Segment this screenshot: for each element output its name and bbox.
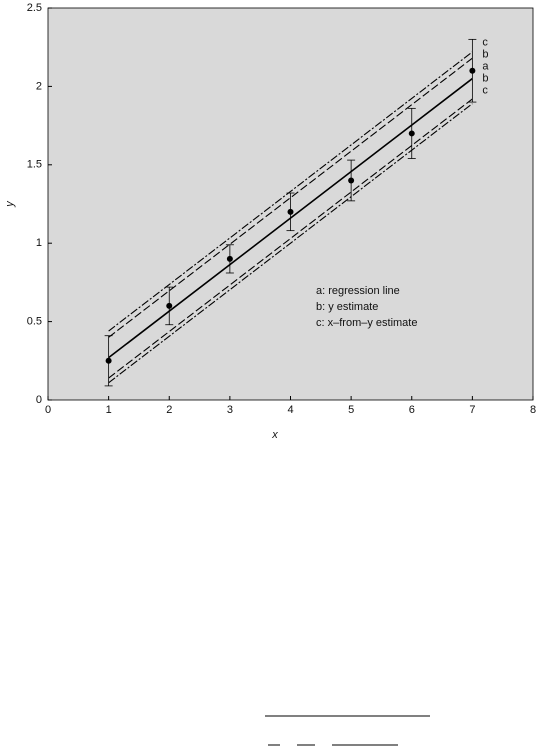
fit-line xyxy=(108,51,473,332)
y-tick-label: 1 xyxy=(36,237,42,249)
x-tick-label: 0 xyxy=(45,404,51,416)
legend-entry: a: regression line xyxy=(316,285,400,297)
line-label: c xyxy=(482,84,488,96)
data-point xyxy=(105,357,112,364)
y-tick-label: 2 xyxy=(36,80,42,92)
y-tick-label: 1.5 xyxy=(27,159,42,171)
x-axis-label: x xyxy=(271,429,278,441)
x-tick-label: 2 xyxy=(166,404,172,416)
legend-entry: c: x–from–y estimate xyxy=(316,317,417,329)
y-tick-label: 0 xyxy=(36,394,42,406)
x-tick-label: 4 xyxy=(287,404,293,416)
line-label: b xyxy=(482,48,488,60)
data-point xyxy=(408,130,415,137)
line-label: a xyxy=(482,60,489,72)
x-tick-label: 3 xyxy=(227,404,233,416)
y-tick-label: 2.5 xyxy=(27,2,42,14)
data-point xyxy=(348,177,355,184)
x-tick-label: 8 xyxy=(530,404,536,416)
x-tick-label: 7 xyxy=(469,404,475,416)
y-tick-label: 0.5 xyxy=(27,316,42,328)
data-point xyxy=(166,302,173,309)
data-point xyxy=(469,67,476,74)
data-point xyxy=(287,208,294,215)
legend-entry: b: y estimate xyxy=(316,301,378,313)
y-axis-label: y xyxy=(4,200,16,208)
data-point xyxy=(226,255,233,262)
line-label: c xyxy=(482,36,488,48)
x-tick-label: 1 xyxy=(106,404,112,416)
line-label: b xyxy=(482,72,488,84)
x-tick-label: 5 xyxy=(348,404,354,416)
x-tick-label: 6 xyxy=(409,404,415,416)
